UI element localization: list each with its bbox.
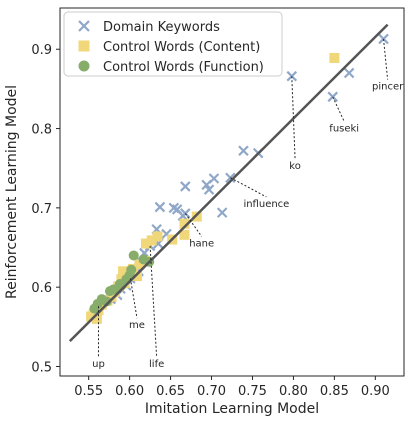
y-tick-label: 0.9 — [31, 43, 52, 58]
x-tick-label: 0.85 — [320, 384, 349, 399]
control-content-point — [329, 52, 340, 63]
domain-keyword-point-stroke — [161, 228, 172, 240]
legend-marker — [78, 40, 90, 52]
control-content-point — [179, 218, 190, 229]
x-tick-label: 0.65 — [156, 384, 185, 399]
annotation-label: pincer — [372, 82, 404, 93]
legend-marker-stroke — [78, 20, 90, 32]
y-tick-label: 0.5 — [31, 360, 52, 375]
domain-keyword-point-stroke — [343, 67, 355, 79]
domain-keyword-point — [154, 201, 166, 213]
legend-marker — [78, 20, 90, 32]
domain-keyword-point — [180, 181, 191, 192]
legend-label: Control Words (Content) — [103, 40, 260, 55]
control-content-point — [131, 271, 142, 282]
annotation-leader — [129, 278, 138, 319]
trend-line — [68, 23, 389, 342]
legend-box — [63, 11, 283, 77]
legend-label: Control Words (Function) — [103, 60, 264, 75]
x-tick-label: 0.90 — [361, 384, 390, 399]
annotation-leader — [383, 38, 389, 80]
annotation-label: ko — [289, 161, 301, 172]
annotation-leader — [149, 245, 158, 358]
annotation-label: up — [92, 359, 105, 370]
legend-label: Domain Keywords — [103, 20, 220, 35]
control-content-point — [86, 311, 97, 322]
domain-keyword-point-stroke — [238, 145, 249, 157]
control-content-point — [134, 259, 145, 270]
domain-keyword-point-stroke — [216, 207, 228, 218]
control-content-point — [91, 313, 102, 324]
control-content-point — [146, 235, 157, 246]
domain-keyword-point — [343, 67, 355, 79]
domain-keyword-point-stroke — [171, 204, 183, 215]
y-tick-label: 0.6 — [31, 281, 52, 296]
control-content-point — [152, 231, 163, 242]
x-tick-label: 0.75 — [238, 384, 267, 399]
control-function-point — [138, 254, 149, 265]
annotation-label: fuseki — [329, 124, 359, 135]
annotation-leader — [230, 177, 267, 198]
x-tick-label: 0.80 — [279, 384, 308, 399]
control-content-point — [141, 238, 151, 249]
x-tick-label: 0.55 — [74, 384, 103, 399]
annotation-leader — [291, 76, 296, 159]
annotation-label: me — [129, 320, 145, 331]
annotation-leader — [184, 213, 203, 237]
y-axis-label: Reinforcement Learning Model — [4, 85, 20, 299]
annotation-label: life — [149, 359, 164, 370]
domain-keyword-point — [168, 202, 180, 214]
legend: Domain Keywords Control Words (Content) Co… — [63, 11, 283, 77]
annotation-leader — [332, 96, 345, 122]
domain-keyword-point — [216, 207, 228, 218]
domain-keyword-point-stroke — [154, 201, 166, 213]
control-function-point — [104, 286, 115, 297]
control-function-point — [114, 279, 125, 289]
control-content-point — [118, 266, 129, 277]
domain-keyword-point-stroke — [168, 202, 180, 214]
y-tick-label: 0.7 — [31, 202, 52, 217]
domain-keyword-point — [238, 145, 249, 157]
control-function-point — [89, 303, 100, 314]
control-content-point — [179, 229, 190, 240]
control-function-point — [128, 250, 139, 261]
domain-keyword-point-stroke — [203, 184, 215, 195]
legend-marker — [78, 60, 90, 72]
x-axis-label: Imitation Learning Model — [145, 401, 319, 417]
domain-keyword-point — [201, 179, 212, 191]
y-tick-label: 0.8 — [31, 123, 52, 138]
annotation-label: hane — [189, 239, 214, 250]
control-content-point — [191, 211, 202, 222]
x-tick-label: 0.60 — [115, 384, 144, 399]
annotation-label: influence — [243, 199, 289, 210]
domain-keyword-point-stroke — [201, 179, 212, 191]
domain-keyword-point-stroke — [180, 181, 191, 192]
x-tick-label: 0.70 — [197, 384, 226, 399]
